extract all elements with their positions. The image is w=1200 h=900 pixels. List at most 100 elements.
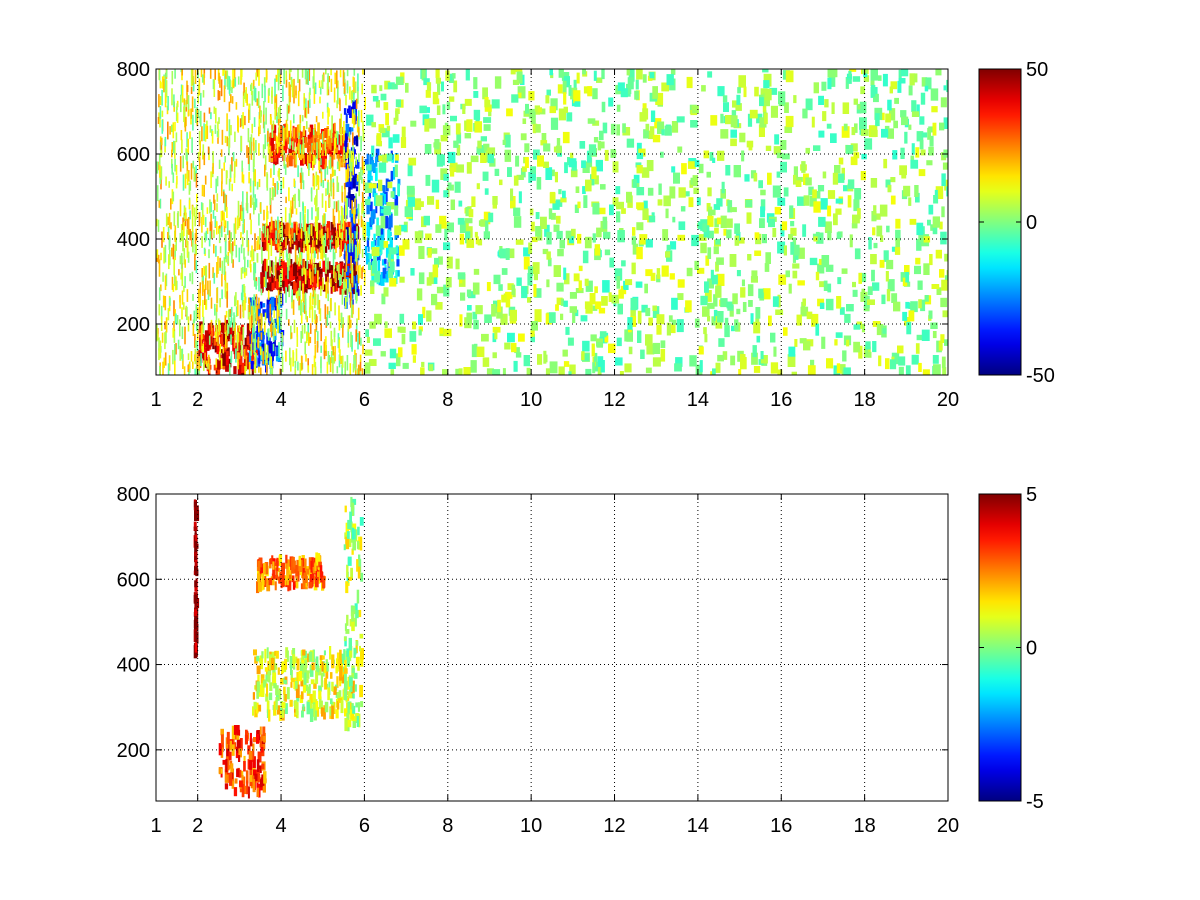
heatmap-cell [895,238,900,251]
heatmap-cell [198,356,200,371]
heatmap-cell [765,88,772,101]
heatmap-cell [268,148,271,162]
heatmap-cell [248,108,250,123]
heatmap-cell [944,179,948,191]
heatmap-cell [273,701,277,716]
heatmap-cell [333,87,336,103]
heatmap-cell [266,212,268,227]
heatmap-cell [222,352,226,366]
heatmap-cell [713,204,721,210]
heatmap-cell [203,335,207,342]
heatmap-cell [344,243,346,251]
heatmap-cell [732,293,738,305]
heatmap-cell [668,315,673,322]
heatmap-cell [585,305,593,314]
heatmap-cell [221,129,224,145]
heatmap-cell [386,153,393,162]
heatmap-cell [824,99,829,108]
heatmap-cell [370,280,375,287]
heatmap-cell [268,709,271,722]
heatmap-cell [340,700,344,714]
heatmap-cell [337,200,340,212]
heatmap-cell [482,171,489,181]
heatmap-cell [316,553,321,565]
heatmap-cell [179,156,182,172]
heatmap-cell [384,215,389,229]
heatmap-cell [322,671,325,677]
heatmap-cell [355,135,359,147]
heatmap-cell [211,130,214,144]
heatmap-cell [221,260,224,274]
heatmap-cell [851,223,858,229]
heatmap-cell [351,109,354,124]
heatmap-cell [322,72,325,82]
heatmap-cell [287,285,290,292]
heatmap-cell [259,202,262,213]
heatmap-cell [380,351,386,357]
heatmap-cell [301,555,305,561]
heatmap-cell [472,311,478,320]
heatmap-cell [274,155,277,162]
heatmap-cell [909,73,915,86]
heatmap-cell [338,662,342,669]
heatmap-cell [355,640,358,654]
heatmap-cell [464,218,473,224]
heatmap-cell [324,213,326,227]
heatmap-cell [358,713,361,728]
heatmap-cell [280,125,284,139]
heatmap-cell [342,317,344,328]
heatmap-cell [784,126,793,133]
heatmap-cell [394,234,398,240]
heatmap-cell [648,317,653,326]
heatmap-cell [313,175,315,190]
heatmap-cell [266,363,268,375]
heatmap-cell [857,208,861,220]
heatmap-cell [283,150,285,167]
heatmap-cell [285,563,288,569]
heatmap-cell [200,353,202,367]
heatmap-cell [788,283,792,294]
heatmap-cell [277,318,279,334]
heatmap-cell [261,247,263,264]
heatmap-cell [253,737,257,743]
heatmap-cell [733,165,741,178]
heatmap-cell [360,136,362,152]
heatmap-cell [336,161,339,170]
heatmap-cell [476,183,480,190]
heatmap-cell [592,202,600,215]
heatmap-cell [227,255,229,264]
heatmap-cell [676,116,685,123]
heatmap-cell [343,636,347,642]
heatmap-cell [702,223,707,232]
heatmap-cell [310,239,314,254]
heatmap-cell [269,353,271,367]
heatmap-cell [355,610,359,619]
heatmap-cell [266,578,271,592]
heatmap-cell [352,176,356,189]
heatmap-cell [283,686,286,695]
heatmap-cell [188,183,191,195]
y-tick-label: 600 [117,144,150,166]
heatmap-cell [164,296,167,311]
heatmap-cell [293,319,296,334]
heatmap-cell [234,296,236,306]
heatmap-cell [843,185,849,192]
heatmap-cell [228,751,232,761]
heatmap-cell [327,351,330,363]
heatmap-cell [174,141,176,159]
heatmap-cell [218,159,221,169]
heatmap-cell [664,125,672,136]
heatmap-cell [715,261,719,272]
heatmap-cell [395,110,399,121]
heatmap-cell [259,726,262,735]
heatmap-cell [313,682,317,689]
heatmap-cell [258,657,262,663]
heatmap-cell [219,333,224,347]
heatmap-cell [340,275,342,286]
heatmap-cell [290,332,293,339]
heatmap-cell [239,355,243,366]
heatmap-cell [713,246,719,255]
heatmap-cell [267,143,270,155]
heatmap-cell [608,343,616,354]
